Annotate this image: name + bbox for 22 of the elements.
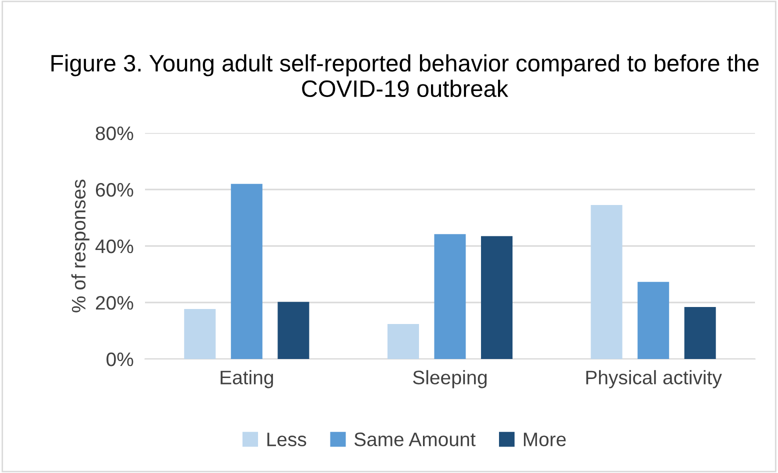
bar xyxy=(230,184,262,359)
bar xyxy=(387,324,419,359)
y-tick-label: 0% xyxy=(106,352,134,366)
chart-title: Figure 3. Young adult self-reported behavior compared to before the COVID-19 outbreak xyxy=(51,54,759,98)
y-axis-title: % of responses xyxy=(71,180,90,312)
y-tick-label: 40% xyxy=(95,239,134,254)
bar xyxy=(684,307,716,359)
x-tick-label: Physical activity xyxy=(586,370,722,388)
legend-label: Same Amount xyxy=(354,432,476,446)
y-tick-label: 80% xyxy=(96,126,134,140)
x-tick-label: Eating xyxy=(220,370,273,388)
bar xyxy=(184,309,216,359)
bar xyxy=(481,236,513,359)
bar xyxy=(278,302,310,359)
legend-label: More xyxy=(524,432,566,446)
legend-label: Less xyxy=(267,432,306,446)
bar xyxy=(590,205,622,359)
bar xyxy=(638,282,670,359)
x-tick-label: Sleeping xyxy=(413,370,487,388)
y-tick-label: 20% xyxy=(96,296,134,310)
y-tick-label: 60% xyxy=(96,182,134,197)
bar xyxy=(434,234,466,359)
